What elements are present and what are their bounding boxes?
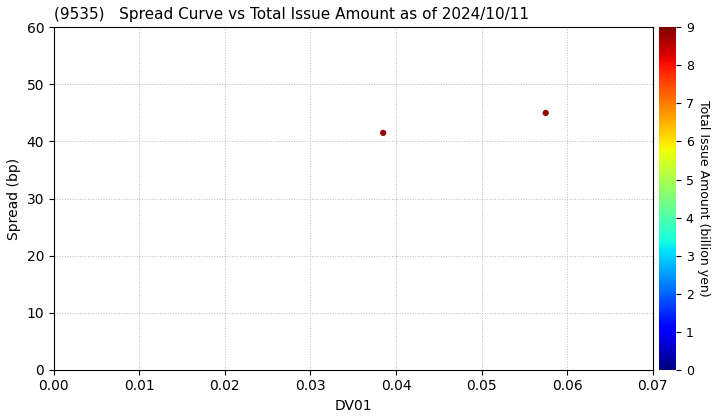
Point: [377, 129, 389, 136]
Y-axis label: Spread (bp): Spread (bp): [7, 158, 21, 239]
Point: [540, 110, 552, 116]
Y-axis label: Total Issue Amount (billion yen): Total Issue Amount (billion yen): [698, 100, 711, 297]
Text: (9535)   Spread Curve vs Total Issue Amount as of 2024/10/11: (9535) Spread Curve vs Total Issue Amoun…: [54, 7, 529, 22]
X-axis label: DV01: DV01: [334, 399, 372, 413]
